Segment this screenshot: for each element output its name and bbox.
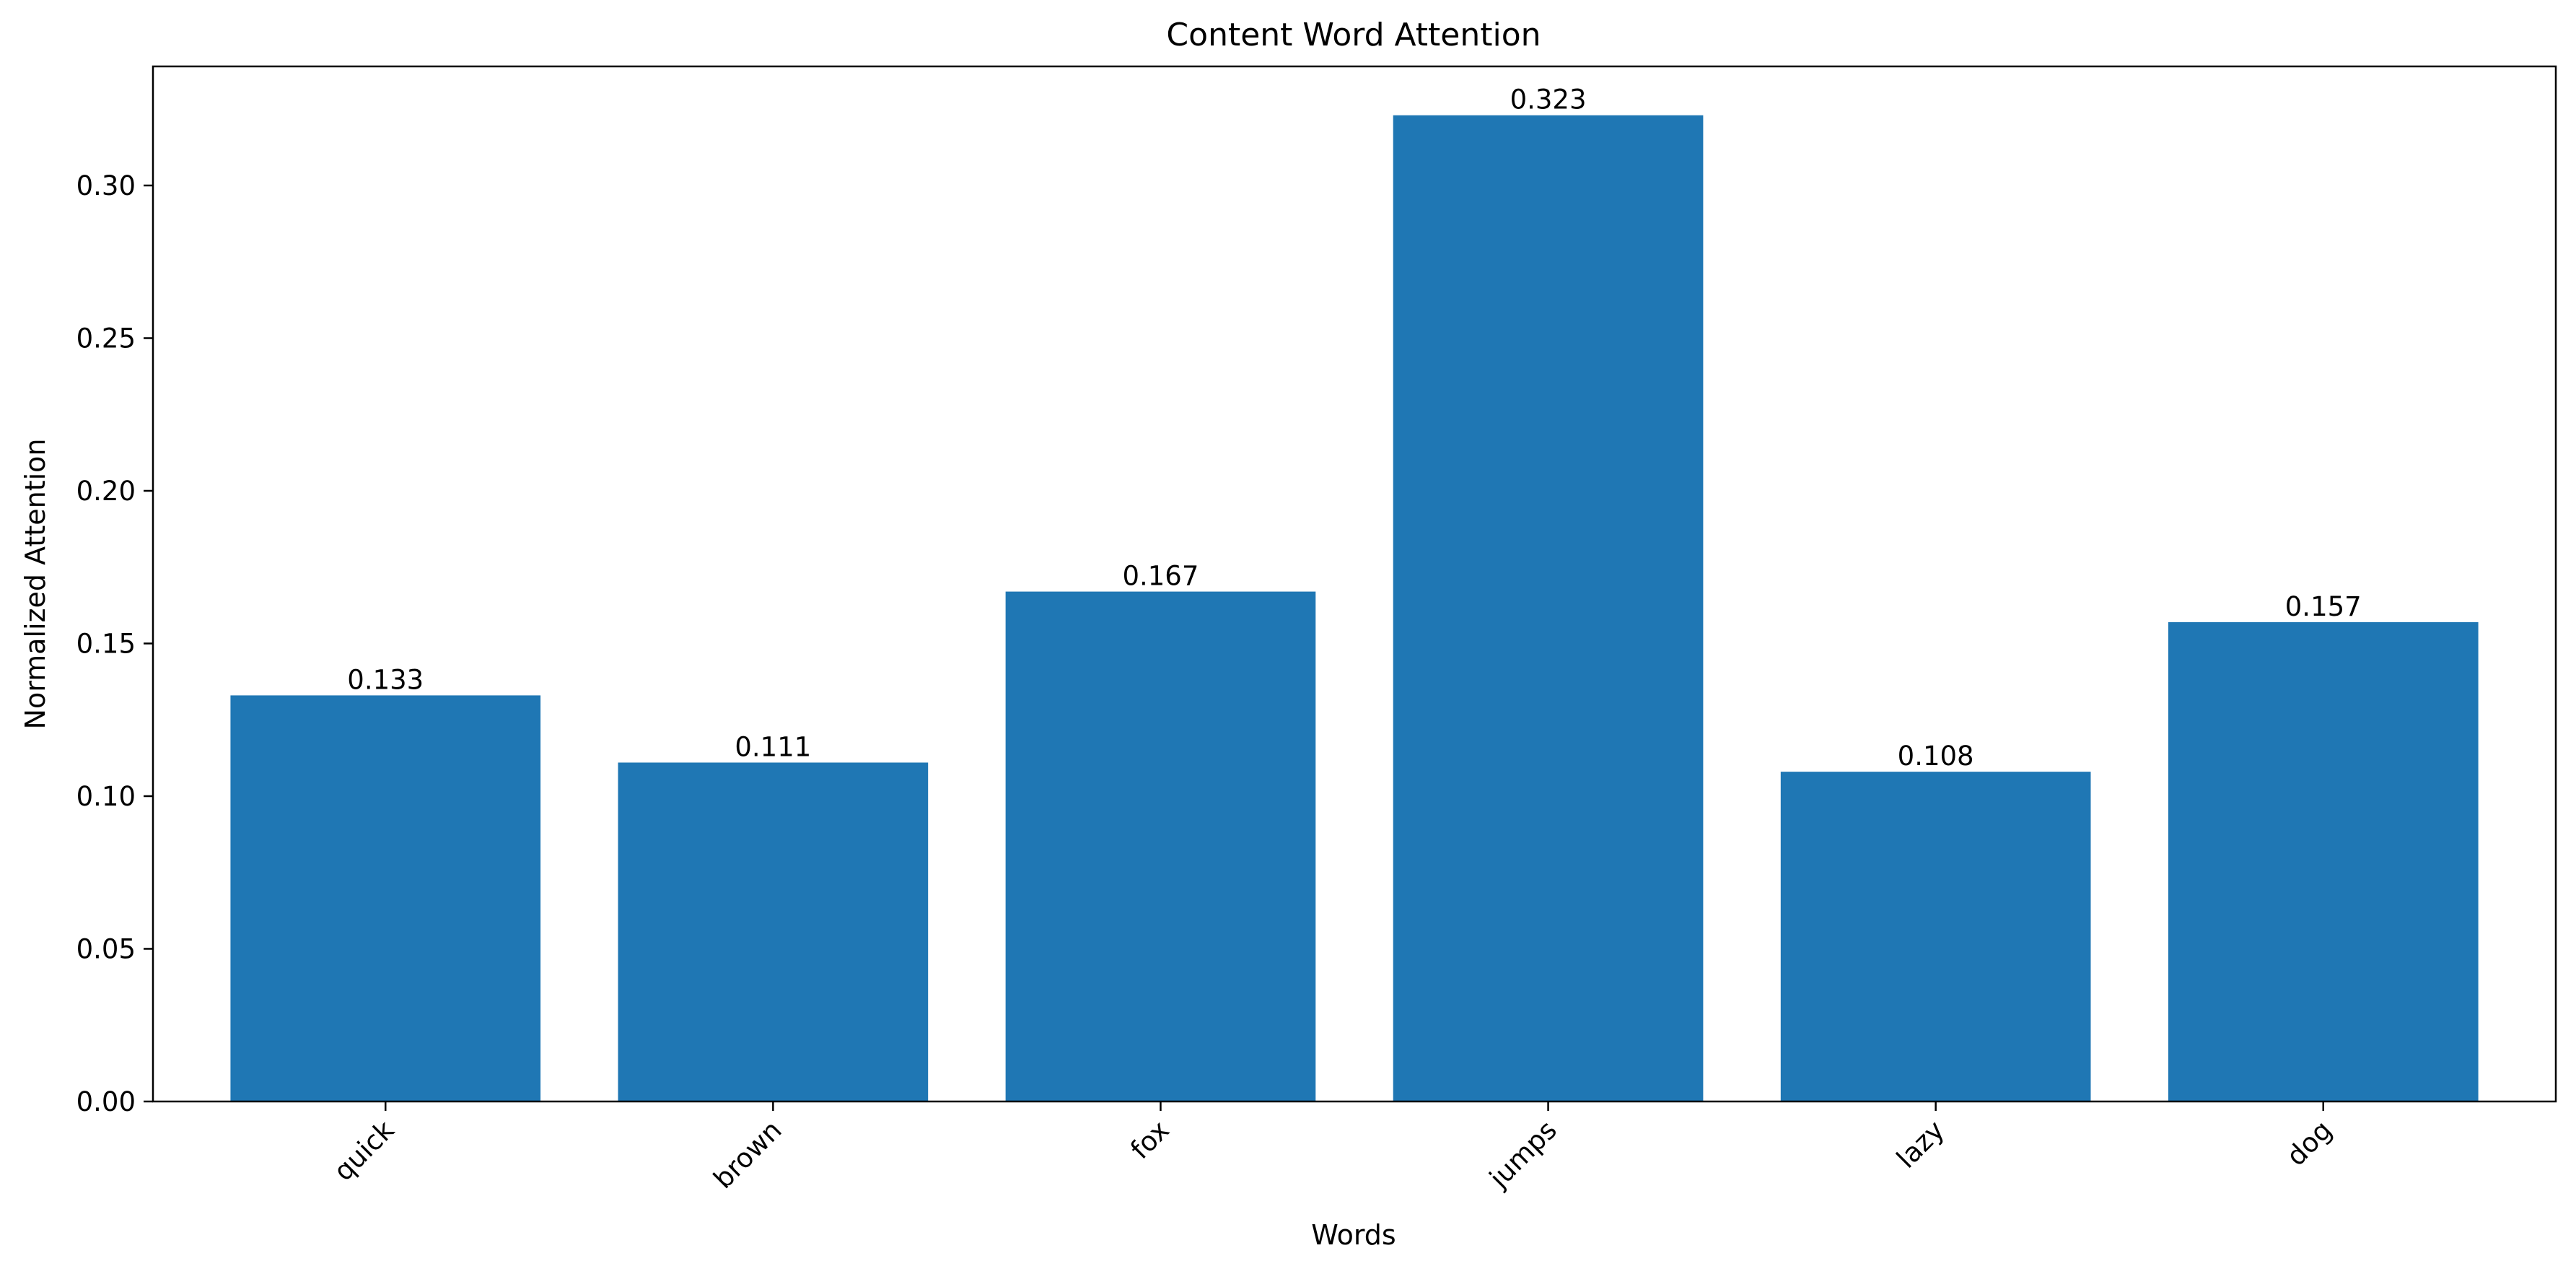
bar-value-label: 0.157 (2285, 591, 2362, 622)
y-tick-label: 0.10 (76, 781, 136, 812)
bar-value-label: 0.133 (347, 664, 424, 695)
y-tick-label: 0.20 (76, 476, 136, 507)
bar-dog (2168, 621, 2479, 1101)
bar-lazy (1780, 772, 2091, 1101)
bar-quick (230, 695, 541, 1101)
y-tick-label: 0.30 (76, 170, 136, 201)
y-tick-label: 0.00 (76, 1086, 136, 1117)
y-axis: 0.00 0.05 0.10 0.15 0.20 0.25 0.30 (76, 170, 153, 1117)
bar-brown (618, 762, 929, 1101)
bar-fox (1005, 591, 1316, 1101)
bar-value-label: 0.111 (735, 731, 811, 762)
y-tick-label: 0.05 (76, 933, 136, 964)
chart-title: Content Word Attention (1166, 17, 1541, 53)
bars-layer: 0.133 0.111 0.167 0.323 0.108 0.157 (230, 84, 2479, 1102)
y-axis-label: Normalized Attention (19, 439, 51, 730)
y-tick-label: 0.15 (76, 628, 136, 659)
y-tick-label: 0.25 (76, 323, 136, 354)
plot-frame (152, 65, 2557, 1103)
bar-value-label: 0.108 (1898, 741, 1974, 772)
bar-jumps (1393, 115, 1704, 1102)
bar-value-label: 0.323 (1510, 84, 1587, 115)
bar-value-label: 0.167 (1122, 561, 1199, 592)
x-axis-label: Words (1311, 1219, 1396, 1251)
